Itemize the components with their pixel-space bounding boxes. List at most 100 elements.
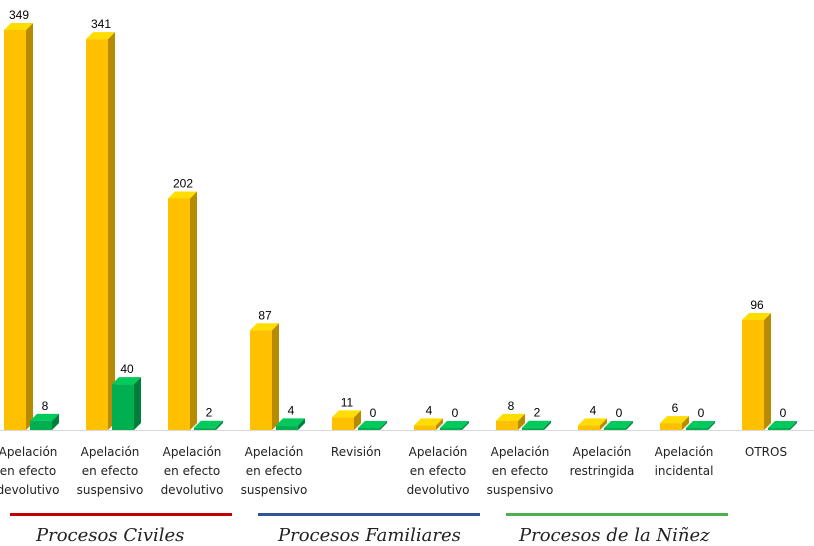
bar-top-s0-c0 xyxy=(4,23,33,30)
value-label-s1-c4: 0 xyxy=(370,406,377,420)
bar-s0-c0 xyxy=(4,30,26,430)
category-label-6-line0: Apelación xyxy=(491,445,550,459)
bar-s1-c2 xyxy=(194,427,216,430)
category-label-2-line0: Apelación xyxy=(163,445,222,459)
bar-s1-c5 xyxy=(440,428,462,430)
bar-side-s1-c8 xyxy=(708,421,715,430)
bar-side-s1-c6 xyxy=(544,420,551,430)
category-label-7-line0: Apelación xyxy=(573,445,632,459)
bar-s0-c2 xyxy=(168,198,190,430)
bar-s0-c8 xyxy=(660,423,682,430)
bar-side-s0-c2 xyxy=(190,191,197,430)
group-underline-familiares xyxy=(258,513,480,516)
bar-side-s1-c5 xyxy=(462,421,469,430)
bar-top-s1-c5 xyxy=(440,421,469,428)
value-label-s0-c8: 6 xyxy=(672,401,679,415)
bar-s1-c8 xyxy=(686,428,708,430)
category-label-1-line2: suspensivo xyxy=(77,483,144,497)
value-label-s1-c5: 0 xyxy=(452,406,459,420)
value-label-s0-c6: 8 xyxy=(508,399,515,413)
bar-side-s0-c7 xyxy=(600,418,607,430)
value-label-s0-c9: 96 xyxy=(750,298,764,312)
group-label-familiares: Procesos Familiares xyxy=(278,525,461,546)
bar-side-s1-c9 xyxy=(790,421,797,430)
bar-top-s0-c6 xyxy=(496,413,525,421)
bar-top-s1-c4 xyxy=(358,421,387,428)
value-label-s1-c7: 0 xyxy=(616,406,623,420)
bar-top-s1-c9 xyxy=(768,421,797,428)
bar-top-s0-c3 xyxy=(250,323,279,331)
bar-side-s1-c0 xyxy=(52,413,59,430)
bar-top-s1-c0 xyxy=(30,413,59,421)
bar-s0-c5 xyxy=(414,425,436,430)
category-label-1-line1: en efecto xyxy=(82,464,138,478)
value-label-s1-c6: 2 xyxy=(534,406,541,420)
category-label-3-line0: Apelación xyxy=(245,445,304,459)
bar-s1-c7 xyxy=(604,428,626,430)
bar-top-s1-c6 xyxy=(522,420,551,428)
value-label-s1-c3: 4 xyxy=(288,403,295,417)
bar-top-s1-c2 xyxy=(194,420,223,428)
category-label-0-line2: devolutivo xyxy=(0,483,59,497)
category-label-2-line2: devolutivo xyxy=(161,483,224,497)
value-label-s0-c7: 4 xyxy=(590,403,597,417)
bar-s1-c9 xyxy=(768,428,790,430)
value-label-s0-c3: 87 xyxy=(258,308,272,322)
group-underline-civiles xyxy=(10,513,232,516)
bar-side-s0-c0 xyxy=(26,23,33,430)
value-label-s1-c9: 0 xyxy=(780,406,787,420)
category-label-3-line2: suspensivo xyxy=(241,483,308,497)
bar-top-s1-c8 xyxy=(686,421,715,428)
category-label-5-line0: Apelación xyxy=(409,445,468,459)
category-label-0-line1: en efecto xyxy=(0,464,56,478)
bar-s0-c3 xyxy=(250,330,272,430)
bar-top-s0-c4 xyxy=(332,410,361,418)
bar-s0-c7 xyxy=(578,425,600,430)
bar-s1-c0 xyxy=(30,420,52,430)
category-label-9-line0: OTROS xyxy=(745,445,787,459)
bar-s1-c6 xyxy=(522,427,544,430)
value-label-s1-c8: 0 xyxy=(698,406,705,420)
value-label-s0-c0: 349 xyxy=(9,8,29,22)
bar-side-s1-c4 xyxy=(380,421,387,430)
group-label-ninez: Procesos de la Niñez xyxy=(519,525,710,546)
bar-side-s0-c3 xyxy=(272,323,279,430)
bar-side-s0-c1 xyxy=(108,32,115,430)
value-label-s1-c0: 8 xyxy=(42,399,49,413)
value-label-s0-c1: 341 xyxy=(91,17,111,31)
category-label-8-line0: Apelación xyxy=(655,445,714,459)
bar-side-s0-c8 xyxy=(682,416,689,430)
bar-top-s0-c2 xyxy=(168,191,197,199)
bar-side-s1-c1 xyxy=(134,377,141,430)
category-label-5-line2: devolutivo xyxy=(407,483,470,497)
category-label-3-line1: en efecto xyxy=(246,464,302,478)
category-label-7-line1: restringida xyxy=(570,464,635,478)
bar-s1-c4 xyxy=(358,428,380,430)
value-label-s0-c4: 11 xyxy=(341,395,354,409)
category-label-0-line0: Apelación xyxy=(0,445,57,459)
value-label-s0-c5: 4 xyxy=(426,403,433,417)
bar-top-s1-c7 xyxy=(604,421,633,428)
bar-side-s1-c7 xyxy=(626,421,633,430)
value-label-s0-c2: 202 xyxy=(173,176,193,190)
bar-s0-c9 xyxy=(742,319,764,430)
group-label-civiles: Procesos Civiles xyxy=(36,525,185,546)
bar-top-s0-c7 xyxy=(578,418,607,426)
bar-top-s1-c1 xyxy=(112,377,141,385)
category-label-6-line1: en efecto xyxy=(492,464,548,478)
bar-top-s1-c3 xyxy=(276,418,305,426)
bar-s1-c1 xyxy=(112,384,134,430)
category-label-5-line1: en efecto xyxy=(410,464,466,478)
value-label-s1-c1: 40 xyxy=(120,362,134,376)
bar-side-s0-c4 xyxy=(354,410,361,430)
bar-top-s0-c9 xyxy=(742,312,771,320)
category-label-2-line1: en efecto xyxy=(164,464,220,478)
group-underline-ninez xyxy=(506,513,728,516)
category-label-6-line2: suspensivo xyxy=(487,483,554,497)
bar-top-s0-c8 xyxy=(660,416,689,424)
bar-side-s0-c6 xyxy=(518,413,525,430)
bar-side-s0-c5 xyxy=(436,418,443,430)
bar-top-s0-c5 xyxy=(414,418,443,426)
bar-side-s0-c9 xyxy=(764,312,771,430)
